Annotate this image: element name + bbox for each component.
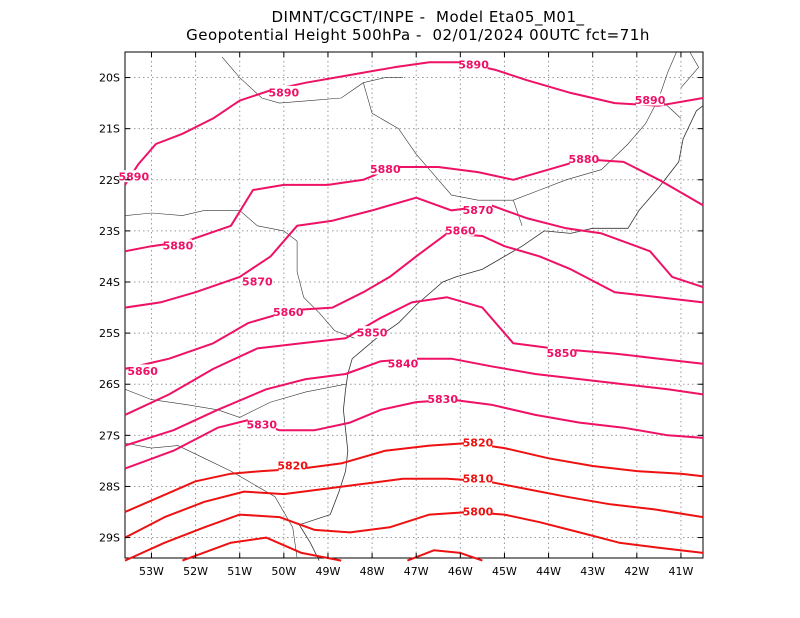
contour-label: 5870 [242, 276, 273, 289]
contour-label: 5880 [163, 240, 194, 253]
coastline [298, 105, 704, 561]
contour-5800 [124, 511, 704, 562]
contour-lines [124, 61, 704, 562]
state-border [221, 56, 403, 104]
lon-tick-label: 52W [183, 565, 208, 578]
lon-tick-label: 45W [492, 565, 517, 578]
contour-label: 5890 [269, 86, 300, 99]
contour-label-bg [459, 57, 488, 70]
lon-tick-label: 43W [580, 565, 605, 578]
lon-tick-label: 47W [404, 565, 429, 578]
contour-5790 [182, 536, 342, 562]
contour-label-bg [446, 223, 475, 236]
contour-label-bg [547, 346, 576, 359]
lat-tick-label: 28S [99, 480, 120, 493]
lat-tick-label: 22S [99, 174, 120, 187]
contour-5830 [124, 398, 704, 470]
lat-tick-label: 20S [99, 72, 120, 85]
lat-tick-label: 27S [99, 429, 120, 442]
contour-label-bg [463, 436, 492, 448]
contour-label: 5830 [427, 393, 458, 406]
contour-label: 5860 [273, 306, 304, 319]
contour-label-bg [274, 305, 303, 318]
contour-label-bg [371, 162, 400, 175]
lat-tick-label: 25S [99, 327, 120, 340]
contour-label-bg [388, 356, 417, 369]
contour-label: 5810 [463, 472, 494, 485]
lon-tick-label: 42W [624, 565, 649, 578]
contour-label: 5840 [388, 357, 419, 370]
contour-5850 [124, 296, 704, 416]
contour-label-bg [569, 152, 598, 165]
lat-tick-label: 26S [99, 378, 120, 391]
contour-label-bg [358, 326, 387, 339]
contour-label-bg [269, 85, 298, 98]
contour-label-bg [636, 93, 665, 106]
lat-tick-label: 24S [99, 276, 120, 289]
contour-label: 5850 [546, 347, 577, 360]
contour-label-bg [428, 392, 457, 405]
contour-label: 5860 [127, 365, 158, 378]
lat-tick-label: 21S [99, 123, 120, 136]
contour-label-bg [463, 203, 492, 216]
contour-5870 [124, 196, 704, 309]
contour-labels: 5890 5890 5890 5890 5880 5880 5880 5870 5870 5860… [119, 57, 666, 519]
lon-tick-label: 50W [271, 565, 296, 578]
contour-label: 5870 [463, 204, 494, 217]
contour-label-bg [463, 471, 492, 484]
contour-5810 [124, 477, 704, 539]
contour-label: 5800 [463, 506, 494, 519]
lon-tick-label: 51W [227, 565, 252, 578]
contour-label-bg [463, 505, 492, 517]
contour-label-bg [278, 459, 307, 471]
lat-tick-label: 29S [99, 532, 120, 545]
axis-ticks: 53W 52W 51W 50W 49W 48W 47W 46W 45W 44W 43W 42W 41W 2… [99, 52, 703, 578]
contour-label: 5880 [370, 163, 401, 176]
state-border [124, 442, 298, 559]
contour-label: 5890 [119, 171, 150, 184]
contour-label-bg [247, 418, 276, 431]
contour-label: 5890 [458, 58, 489, 71]
lon-tick-label: 49W [316, 565, 341, 578]
lon-tick-label: 46W [448, 565, 473, 578]
lon-tick-label: 48W [360, 565, 385, 578]
state-border [513, 200, 523, 226]
state-border [124, 210, 355, 339]
state-border [124, 383, 346, 418]
state-border [363, 51, 677, 201]
map-frame [124, 51, 704, 559]
contour-label: 5850 [357, 327, 388, 340]
contour-label-bg [243, 275, 272, 287]
contour-label: 5820 [277, 460, 308, 473]
grid-lines [125, 52, 703, 558]
contour-label-bg [163, 239, 192, 252]
lon-tick-label: 53W [139, 565, 164, 578]
contour-5860 [124, 232, 704, 370]
contour-label: 5880 [569, 153, 600, 166]
lat-tick-label: 23S [99, 225, 120, 238]
contour-5790b [407, 549, 483, 562]
lon-tick-label: 44W [536, 565, 561, 578]
state-border [680, 51, 699, 88]
contour-5890 [124, 61, 704, 186]
title-line-1: DIMNT/CGCT/INPE - Model Eta05_M01_ [271, 8, 585, 26]
contour-label: 5860 [445, 224, 476, 237]
title-line-2: Geopotential Height 500hPa - 02/01/2024 … [186, 26, 650, 44]
contour-label: 5890 [635, 94, 666, 107]
contour-label: 5830 [246, 419, 277, 432]
contour-5880 [124, 158, 704, 253]
lon-tick-label: 41W [669, 565, 694, 578]
contour-label-bg [128, 364, 157, 377]
contour-5820 [124, 442, 704, 513]
contour-label-bg [119, 170, 148, 183]
contour-label: 5820 [463, 437, 494, 450]
